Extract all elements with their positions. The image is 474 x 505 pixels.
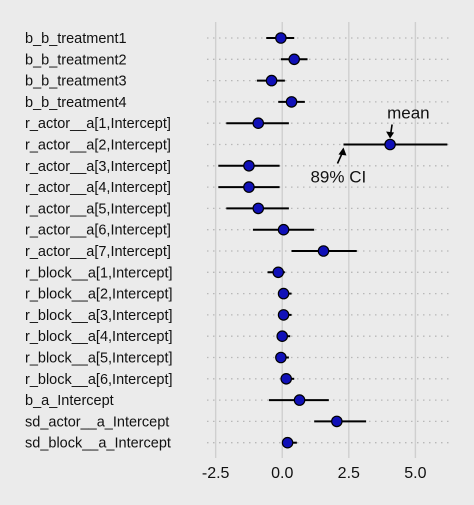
parameter-label: r_actor__a[2,Intercept] xyxy=(25,138,171,154)
point-layer xyxy=(243,32,396,449)
grid-layer xyxy=(214,22,417,458)
x-tick-label: 5.0 xyxy=(404,465,426,482)
mean-point xyxy=(317,245,330,257)
parameter-label: r_block__a[4,Intercept] xyxy=(25,329,173,345)
parameter-label: b_b_treatment3 xyxy=(25,74,127,90)
x-tick-labels: -2.5 0.0 2.5 5.0 xyxy=(202,465,427,482)
annotation-ci: 89% CI xyxy=(310,168,366,187)
parameter-label: r_actor__a[4,Intercept] xyxy=(25,180,171,196)
mean-point xyxy=(285,96,298,108)
parameter-label: r_actor__a[3,Intercept] xyxy=(25,159,171,175)
parameter-label: r_block__a[3,Intercept] xyxy=(25,308,173,324)
x-tick-label: 2.5 xyxy=(338,465,360,482)
annotation-mean: mean xyxy=(387,104,430,123)
parameter-label: r_block__a[2,Intercept] xyxy=(25,287,173,303)
mean-point xyxy=(252,117,265,129)
mean-point xyxy=(280,372,293,385)
mean-point xyxy=(265,74,278,87)
x-tick-label: -2.5 xyxy=(202,465,230,482)
interval-layer xyxy=(218,37,448,444)
mean-point xyxy=(252,202,265,215)
x-tick-label: 0.0 xyxy=(271,465,293,482)
mean-point xyxy=(243,160,255,172)
mean-point xyxy=(277,287,290,300)
mean-point xyxy=(293,394,306,406)
mean-point xyxy=(277,223,290,236)
mean-point xyxy=(277,309,290,321)
mean-point xyxy=(272,266,285,279)
annotation-mean-arrowhead xyxy=(386,131,395,139)
parameter-label: r_block__a[1,Intercept] xyxy=(25,265,173,281)
parameter-label: r_actor__a[7,Intercept] xyxy=(25,244,171,260)
mean-point xyxy=(384,138,396,151)
mean-point xyxy=(243,181,255,193)
parameter-label: r_block__a[6,Intercept] xyxy=(25,372,173,388)
annotations: mean 89% CI xyxy=(310,104,429,187)
parameter-label: b_b_treatment1 xyxy=(25,31,127,47)
annotation-ci-arrowhead xyxy=(338,147,347,156)
parameter-label: r_actor__a[6,Intercept] xyxy=(25,223,171,239)
parameter-label: b_b_treatment4 xyxy=(25,95,127,111)
parameter-label: r_actor__a[1,Intercept] xyxy=(25,116,171,132)
mean-point xyxy=(281,436,294,449)
parameter-label: r_block__a[5,Intercept] xyxy=(25,351,173,367)
parameter-label: b_a_Intercept xyxy=(25,393,114,409)
mean-point xyxy=(331,415,343,428)
mean-point xyxy=(288,53,301,66)
parameter-label: sd_block__a_Intercept xyxy=(25,436,171,452)
row-guides xyxy=(207,37,450,444)
mean-point xyxy=(275,32,287,44)
y-tick-labels: b_b_treatment1 b_b_treatment2 b_b_treatmen… xyxy=(25,31,173,452)
mean-point xyxy=(275,351,287,364)
mean-point xyxy=(276,330,289,342)
parameter-label: sd_actor__a_Intercept xyxy=(25,414,169,430)
parameter-label: b_b_treatment2 xyxy=(25,52,127,68)
parameter-label: r_actor__a[5,Intercept] xyxy=(25,201,171,217)
